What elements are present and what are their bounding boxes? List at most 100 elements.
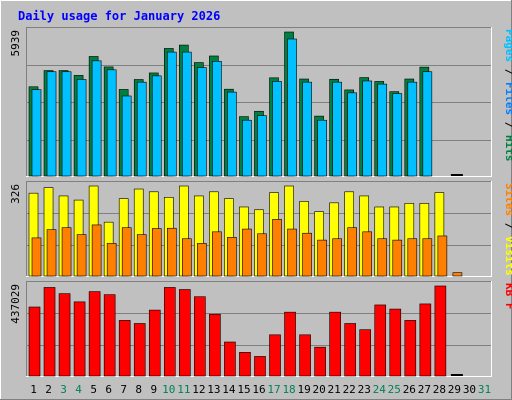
x-tick-label: 24 <box>373 383 387 396</box>
bar-kbytes <box>58 293 71 377</box>
bar-pages <box>197 67 207 177</box>
bar-kbytes <box>163 287 176 377</box>
bar-sites <box>362 231 373 277</box>
bar-sites <box>46 229 57 277</box>
bar-sites <box>437 235 448 277</box>
legend-entry: Sites <box>503 183 512 216</box>
bar-kbytes <box>329 311 341 377</box>
bar-sites <box>31 237 42 277</box>
legend-entry: Hits <box>503 128 512 161</box>
bar-hits-empty <box>450 174 463 176</box>
bar-pages <box>61 71 72 177</box>
x-tick-label: 17 <box>267 383 280 396</box>
bar-pages <box>31 89 42 177</box>
bar-kbytes <box>404 320 417 377</box>
x-tick-label: 28 <box>433 383 446 396</box>
panel-hits: 5939 Pages / Files / Hits <box>9 27 512 177</box>
bar-kbytes <box>133 323 146 377</box>
bar-kbytes-empty <box>450 374 463 376</box>
bar-kbytes <box>194 296 206 377</box>
x-tick-label: 3 <box>60 383 67 396</box>
x-tick-label: 31 <box>478 383 491 396</box>
x-tick-label: 5 <box>90 383 97 396</box>
x-tick-label: 14 <box>222 383 236 396</box>
bar-kbytes <box>43 287 56 377</box>
bar-pages <box>272 81 282 177</box>
bar-pages <box>332 81 342 177</box>
x-tick-label: 9 <box>150 383 157 396</box>
legend-entry: Pages <box>503 29 512 62</box>
bar-kbytes <box>269 334 281 377</box>
bar-kbytes <box>239 352 251 377</box>
bar-sites <box>287 228 297 277</box>
x-tick-label: 30 <box>463 383 476 396</box>
x-tick-label: 22 <box>343 383 356 396</box>
bar-sites <box>121 227 132 277</box>
bar-sites <box>392 239 403 277</box>
x-tick-label: 7 <box>120 383 127 396</box>
bar-pages <box>91 60 102 177</box>
bar-kbytes <box>209 313 221 377</box>
x-tick-label: 2 <box>45 383 52 396</box>
bar-pages <box>287 38 297 177</box>
bar-kbytes <box>299 334 311 377</box>
x-tick-label: 20 <box>313 383 326 396</box>
legend-hits: Pages / Files / Hits <box>503 29 512 162</box>
bar-pages <box>106 69 117 177</box>
x-tick-label: 11 <box>177 383 190 396</box>
x-tick-label: 13 <box>207 383 220 396</box>
bar-kbytes <box>88 291 101 377</box>
bar-kbytes <box>103 294 116 377</box>
legend-entry: Visits <box>503 229 512 275</box>
x-tick-label: 8 <box>135 383 142 396</box>
x-tick-label: 18 <box>282 383 295 396</box>
bar-pages <box>182 51 192 177</box>
y-max-label: 5939 <box>9 30 22 57</box>
bar-pages <box>151 75 162 177</box>
bar-sites <box>166 227 177 277</box>
y-max-label: 437029 <box>9 284 22 324</box>
bar-sites <box>91 224 102 277</box>
bar-kbytes <box>389 308 402 377</box>
bar-sites <box>76 234 87 277</box>
bar-pages <box>136 81 147 177</box>
bar-pages <box>422 71 433 177</box>
bar-kbytes <box>314 346 326 377</box>
legend-entry: KB F <box>503 283 512 310</box>
legend-entry: Files <box>503 75 512 115</box>
x-tick-label: 21 <box>328 383 341 396</box>
legend-kbytes: KB F <box>503 283 512 310</box>
bar-pages <box>362 80 373 177</box>
x-tick-label: 25 <box>388 383 401 396</box>
y-max-label: 326 <box>9 184 22 204</box>
bar-pages <box>227 91 237 177</box>
x-tick-label: 6 <box>105 383 112 396</box>
bar-sites <box>377 238 388 277</box>
chart-title: Daily usage for January 2026 <box>18 9 220 23</box>
bar-sites <box>106 243 117 277</box>
bar-sites <box>422 238 433 277</box>
bar-sites <box>136 234 147 277</box>
x-tick-label: 12 <box>192 383 205 396</box>
bar-kbytes <box>118 320 131 377</box>
bar-pages <box>302 81 312 177</box>
bar-pages <box>76 79 87 177</box>
legend-visits: Sites / Visits <box>503 183 512 276</box>
bar-kbytes <box>224 341 236 377</box>
bar-sites <box>452 272 463 277</box>
bar-kbytes <box>28 306 41 377</box>
x-tick-label: 10 <box>162 383 175 396</box>
bar-sites <box>317 239 327 277</box>
bar-kbytes <box>179 289 191 377</box>
bar-sites <box>272 219 282 277</box>
bar-pages <box>377 83 388 177</box>
bar-sites <box>302 232 312 277</box>
bar-sites <box>212 231 222 277</box>
bar-pages <box>407 81 418 177</box>
bar-sites <box>182 238 192 277</box>
bar-kbytes <box>148 309 161 377</box>
bar-kbytes <box>419 303 432 377</box>
x-tick-label: 26 <box>403 383 416 396</box>
x-tick-label: 27 <box>418 383 431 396</box>
